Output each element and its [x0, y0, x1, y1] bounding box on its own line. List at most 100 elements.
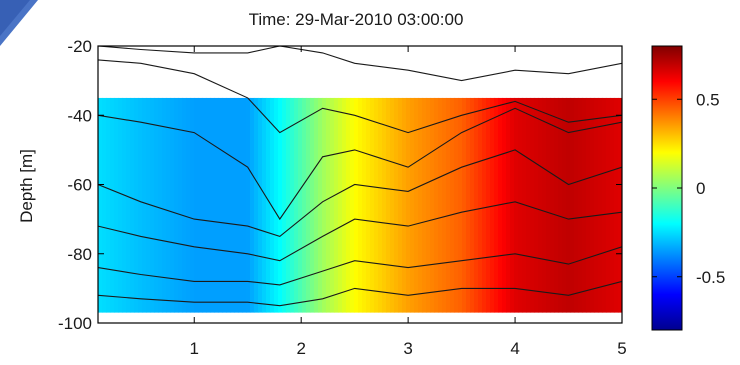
field-cell	[110, 97, 115, 313]
field-cell	[570, 97, 575, 313]
field-cell	[498, 97, 503, 313]
field-cell	[478, 97, 483, 313]
field-cell	[486, 97, 491, 313]
x-tick-label: 1	[190, 339, 199, 358]
field-cell	[250, 97, 255, 313]
y-tick-label: -60	[67, 176, 92, 195]
field-cell	[158, 97, 163, 313]
field-cell	[578, 97, 583, 313]
field-cell	[142, 97, 147, 313]
field-cell	[130, 97, 135, 313]
isoline	[98, 107, 622, 221]
field-cell	[538, 97, 543, 313]
field-cell	[470, 97, 475, 313]
field-cell	[398, 97, 403, 313]
field-cell	[122, 97, 127, 313]
field-cell	[402, 97, 407, 313]
field-cell	[242, 97, 247, 313]
corner-accent-decoration	[0, 0, 38, 46]
field-cell	[358, 97, 363, 313]
plot-area: 1 2 3 4 5 -20 -40 -60 -80 -100	[58, 37, 627, 358]
field-cell	[514, 97, 519, 313]
field-cell	[602, 97, 607, 313]
field-cell	[338, 97, 343, 313]
field-cell	[390, 97, 395, 313]
field-cell	[330, 97, 335, 313]
field-cell	[586, 97, 591, 313]
field-cell	[558, 97, 563, 313]
field-cell	[214, 97, 219, 313]
field-cell	[350, 97, 355, 313]
field-cell	[598, 97, 603, 313]
field-cell	[306, 97, 311, 313]
field-cell	[346, 97, 351, 313]
field-cell	[294, 97, 299, 313]
y-axis: -20 -40 -60 -80 -100	[58, 37, 622, 333]
field-cell	[434, 97, 439, 313]
field-cell	[190, 97, 195, 313]
field-cell	[562, 97, 567, 313]
field-cell	[202, 97, 207, 313]
x-tick-label: 2	[296, 339, 305, 358]
field-cell	[238, 97, 243, 313]
field-cell	[318, 97, 323, 313]
x-tick-label: 5	[617, 339, 626, 358]
y-axis-label: Depth [m]	[17, 149, 36, 223]
field-cell	[510, 97, 515, 313]
isoline	[98, 280, 622, 307]
field-cell	[378, 97, 383, 313]
field-cell	[450, 97, 455, 313]
field-cell	[366, 97, 371, 313]
field-cell	[138, 97, 143, 313]
field-cell	[394, 97, 399, 313]
field-cell	[426, 97, 431, 313]
field-cell	[146, 97, 151, 313]
field-cell	[134, 97, 139, 313]
field-cell	[126, 97, 131, 313]
field-cell	[182, 97, 187, 313]
field-cell	[466, 97, 471, 313]
field-cell	[342, 97, 347, 313]
field-cell	[462, 97, 467, 313]
field-cell	[386, 97, 391, 313]
field-cell	[354, 97, 359, 313]
field-cell	[286, 97, 291, 313]
field-cell	[530, 97, 535, 313]
field-cell	[382, 97, 387, 313]
field-cell	[166, 97, 171, 313]
isoline	[98, 59, 622, 134]
isoline	[98, 246, 622, 286]
field-cell	[290, 97, 295, 313]
colorbar-tick-label: -0.5	[696, 268, 725, 287]
y-tick-label: -100	[58, 314, 92, 333]
field-cell	[618, 97, 622, 313]
field-cell	[430, 97, 435, 313]
field-cell	[154, 97, 159, 313]
field-cell	[370, 97, 375, 313]
colorbar-tick-label: 0	[696, 179, 705, 198]
x-axis: 1 2 3 4 5	[190, 46, 627, 358]
colorbar: 0.5 0 -0.5	[651, 45, 725, 331]
field-cell	[186, 97, 191, 313]
x-tick-label: 4	[510, 339, 519, 358]
colorbar-tick-label: 0.5	[696, 90, 720, 109]
field-cell	[374, 97, 379, 313]
field-cell	[226, 97, 231, 313]
field-cell	[590, 97, 595, 313]
field-cell	[106, 97, 111, 313]
field-cell	[314, 97, 319, 313]
field-cell	[566, 97, 571, 313]
field-cell	[210, 97, 215, 313]
field-cell	[534, 97, 539, 313]
field-cell	[606, 97, 611, 313]
field-cell	[410, 97, 415, 313]
y-tick-label: -20	[67, 37, 92, 56]
field-cell	[438, 97, 443, 313]
field-cell	[518, 97, 523, 313]
field-cell	[266, 97, 271, 313]
field-cell	[546, 97, 551, 313]
y-tick-label: -40	[67, 106, 92, 125]
field-cell	[246, 97, 251, 313]
field-cell	[274, 97, 279, 313]
